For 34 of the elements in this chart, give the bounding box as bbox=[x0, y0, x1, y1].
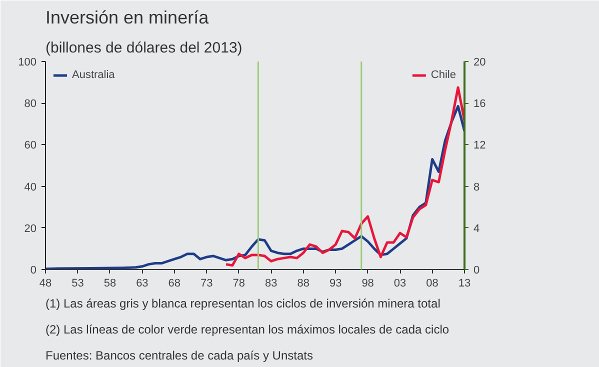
x-tick-label: 03 bbox=[394, 278, 406, 290]
legend-label: Chile bbox=[430, 69, 456, 81]
x-tick-label: 83 bbox=[265, 278, 278, 290]
chart-subtitle: (billones de dólares del 2013) bbox=[46, 40, 242, 56]
x-tick-label: 13 bbox=[458, 278, 471, 290]
y2-tick-label: 8 bbox=[474, 181, 480, 194]
y-tick-label: 80 bbox=[24, 98, 37, 110]
line-series bbox=[224, 86, 464, 267]
x-tick-label: 08 bbox=[426, 278, 438, 290]
x-tick-label: 88 bbox=[297, 278, 310, 290]
y2-tick-label: 20 bbox=[474, 56, 486, 68]
x-tick-label: 68 bbox=[168, 278, 181, 290]
text: (2) Las líneas de color verde representan los máximos locales de cada ciclo bbox=[46, 322, 450, 336]
source-note: Fuentes: Bancos centrales de cada país y Unstats bbox=[46, 348, 313, 362]
chart-title: Inversión en minería bbox=[46, 8, 210, 28]
y-tick-label: 60 bbox=[24, 140, 37, 152]
x-tick-label: 78 bbox=[232, 278, 246, 290]
y-tick-label: 40 bbox=[24, 181, 37, 194]
x-tick-label: 73 bbox=[200, 278, 213, 290]
legend-label: Australia bbox=[72, 69, 115, 81]
x-tick-label: 63 bbox=[136, 278, 148, 290]
x-tick-label: 98 bbox=[362, 278, 374, 290]
x-tick-label: 48 bbox=[39, 278, 52, 290]
x-tick-label: 58 bbox=[104, 278, 116, 290]
y2-tick-label: 16 bbox=[474, 98, 486, 110]
y2-tick-label: 12 bbox=[474, 140, 486, 152]
y-tick-label: 100 bbox=[18, 56, 37, 68]
text: (1) Las áreas gris y blanca representan los ciclos de inversión minera total bbox=[46, 296, 440, 310]
x-tick-label: 93 bbox=[329, 278, 342, 290]
x-tick-label: 53 bbox=[72, 278, 84, 290]
y2-tick-label: 4 bbox=[474, 222, 480, 235]
y-tick-label: 0 bbox=[30, 264, 37, 276]
y-tick-label: 20 bbox=[24, 222, 37, 235]
y2-tick-label: 0 bbox=[474, 264, 480, 276]
